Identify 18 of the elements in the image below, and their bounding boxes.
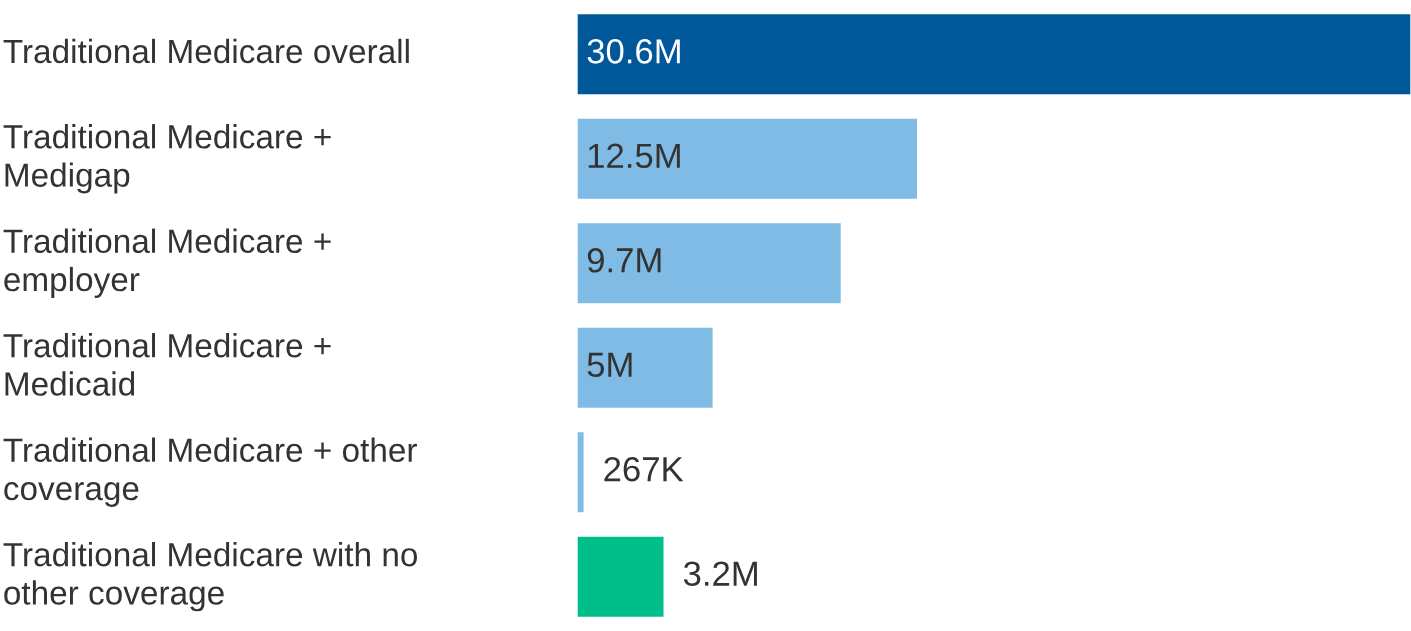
y-tick-label: Traditional Medicare + other coverage bbox=[3, 437, 417, 507]
data-label: 3.2M bbox=[683, 561, 757, 586]
y-tick-label: Traditional Medicare + Medigap bbox=[3, 124, 331, 194]
bar bbox=[577, 221, 843, 305]
y-tick-label: Traditional Medicare + employer bbox=[3, 228, 331, 298]
y-tick-label: Traditional Medicare with no other coverage bbox=[3, 541, 418, 612]
data-label: 30.6M bbox=[587, 39, 680, 64]
y-tick-label: Traditional Medicare + Medicaid bbox=[3, 333, 331, 396]
bar bbox=[577, 117, 919, 201]
bar bbox=[577, 12, 1411, 96]
data-label: 12.5M bbox=[588, 143, 680, 169]
bar bbox=[577, 430, 585, 514]
y-tick-label: Traditional Medicare overall bbox=[3, 38, 409, 64]
data-label: 9.7M bbox=[587, 248, 661, 273]
data-label: 5M bbox=[587, 352, 632, 378]
bar bbox=[577, 326, 714, 410]
data-label: 267K bbox=[604, 456, 684, 482]
bar bbox=[577, 535, 665, 619]
